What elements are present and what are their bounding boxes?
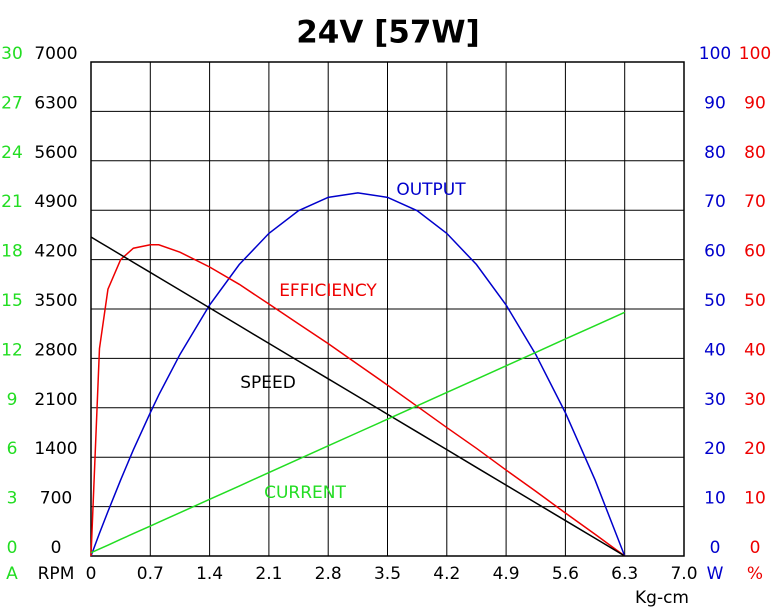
x-tick-label: 2.8	[315, 564, 342, 584]
x-tick-label: 6.3	[611, 564, 638, 584]
x-tick-label: 4.2	[433, 564, 460, 584]
series-line	[90, 236, 626, 557]
y-tick-label: 2100	[34, 390, 77, 410]
y-tick-label: 6	[7, 439, 18, 459]
y-tick-label: 30	[1, 44, 23, 64]
series-line	[90, 311, 626, 554]
y-tick-label: 2800	[34, 340, 77, 360]
series-label: EFFICIENCY	[279, 281, 377, 301]
y-tick-label: 1400	[34, 439, 77, 459]
x-tick-label: 4.9	[493, 564, 520, 584]
y-tick-label: 50	[704, 291, 726, 311]
y-tick-label: 80	[744, 143, 766, 163]
y-tick-label: 90	[704, 93, 726, 113]
series-line	[90, 192, 626, 557]
x-tick-label: 2.1	[255, 564, 282, 584]
y-tick-label: 10	[704, 489, 726, 509]
y-tick-label: 70	[704, 192, 726, 212]
y-tick-label: 18	[1, 242, 23, 262]
y-tick-label: 15	[1, 291, 23, 311]
plot-frame	[90, 61, 685, 557]
x-tick-label: 3.5	[374, 564, 401, 584]
y-tick-label: 50	[744, 291, 766, 311]
y-tick-label: 20	[704, 439, 726, 459]
y-tick-label: 12	[1, 340, 23, 360]
y-tick-label: 3500	[34, 291, 77, 311]
series-label: CURRENT	[264, 483, 346, 503]
y-tick-label: 60	[704, 242, 726, 262]
y-tick-label: 9	[7, 390, 18, 410]
axis-unit: RPM	[38, 564, 75, 584]
y-tick-label: 100	[699, 44, 731, 64]
y-tick-label: 40	[744, 340, 766, 360]
x-tick-label: 7.0	[670, 564, 697, 584]
series-label: SPEED	[240, 373, 296, 393]
chart-title: 24V [57W]	[296, 15, 480, 51]
y-tick-label: 3	[7, 489, 18, 509]
y-tick-label: 21	[1, 192, 23, 212]
series-line	[90, 244, 626, 557]
y-tick-label: 70	[744, 192, 766, 212]
x-tick-label: 0	[86, 564, 97, 584]
y-tick-label: 100	[739, 44, 771, 64]
y-tick-label: 0	[51, 538, 62, 558]
x-tick-label: 0.7	[137, 564, 164, 584]
y-tick-label: 20	[744, 439, 766, 459]
y-tick-label: 700	[40, 489, 72, 509]
y-tick-label: 40	[704, 340, 726, 360]
y-tick-label: 80	[704, 143, 726, 163]
y-tick-label: 10	[744, 489, 766, 509]
y-tick-label: 90	[744, 93, 766, 113]
y-tick-label: 6300	[34, 93, 77, 113]
y-tick-label: 4900	[34, 192, 77, 212]
y-tick-label: 5600	[34, 143, 77, 163]
y-tick-label: 0	[7, 538, 18, 558]
axis-unit: A	[6, 564, 18, 584]
series-label: OUTPUT	[396, 180, 466, 200]
y-tick-label: 0	[750, 538, 761, 558]
y-tick-label: 0	[710, 538, 721, 558]
x-axis-label: Kg-cm	[635, 588, 689, 608]
axis-unit: W	[707, 564, 724, 584]
y-tick-label: 7000	[34, 44, 77, 64]
y-tick-label: 30	[704, 390, 726, 410]
x-tick-label: 1.4	[196, 564, 223, 584]
y-tick-label: 60	[744, 242, 766, 262]
y-tick-label: 24	[1, 143, 23, 163]
x-tick-label: 5.6	[552, 564, 579, 584]
y-tick-label: 4200	[34, 242, 77, 262]
y-tick-label: 30	[744, 390, 766, 410]
y-tick-label: 27	[1, 93, 23, 113]
axis-unit: %	[747, 564, 763, 584]
